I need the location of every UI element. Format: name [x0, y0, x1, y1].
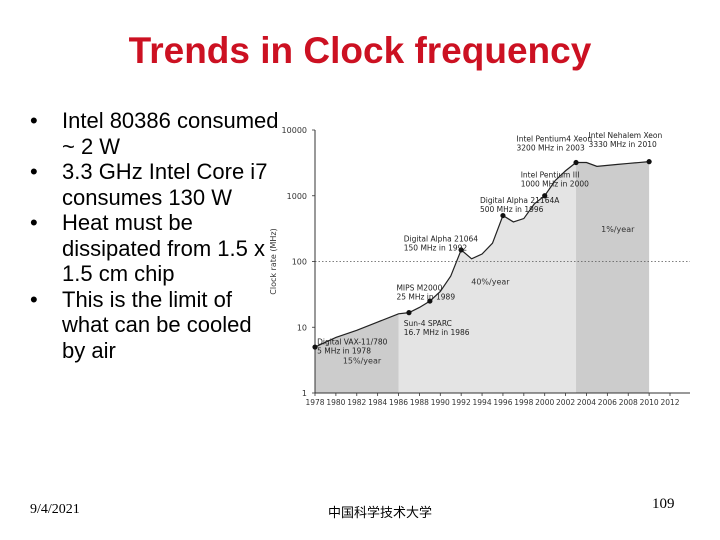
bullet-text: Intel 80386 consumed ~ 2 W [62, 108, 279, 159]
x-tick-label: 1996 [493, 398, 512, 407]
data-point [406, 310, 412, 316]
x-tick-label: 2002 [556, 398, 575, 407]
annotation-label: Digital VAX-11/780 [317, 337, 388, 346]
x-tick-label: 1994 [473, 398, 492, 407]
x-tick-label: 2004 [577, 398, 596, 407]
data-point [312, 344, 318, 350]
data-point [646, 159, 652, 165]
x-tick-label: 1978 [305, 398, 324, 407]
growth-region [315, 313, 399, 393]
x-tick-label: 1990 [431, 398, 450, 407]
annotation-label: MIPS M2000 [396, 284, 442, 293]
y-tick-label: 10000 [282, 126, 307, 135]
annotation-label: 5 MHz in 1978 [317, 346, 371, 355]
annotation-label: Intel Nehalem Xeon [589, 131, 663, 140]
growth-region [398, 162, 577, 393]
clock-rate-chart: 1 10 100 1000 10000 1978 1980 1982 1984 1986 1988 1… [265, 118, 705, 418]
annotation-label: 1000 MHz in 2000 [521, 179, 589, 188]
growth-rate-label: 40%/year [471, 277, 510, 286]
y-tick-label: 1 [302, 389, 307, 398]
growth-region [576, 161, 650, 393]
footer-date: 9/4/2021 [30, 502, 80, 517]
annotation-label: 25 MHz in 1989 [396, 293, 455, 302]
data-point [458, 247, 464, 253]
y-axis-label: Clock rate (MHz) [269, 228, 278, 294]
x-tick-label: 1992 [452, 398, 471, 407]
bullet-item: • Intel 80386 consumed ~ 2 W [30, 108, 280, 159]
x-tick-label: 1986 [389, 398, 408, 407]
y-tick-label: 100 [292, 258, 307, 267]
x-tick-label: 1998 [514, 398, 533, 407]
bullet-dot: • [30, 210, 38, 235]
annotation-label: 150 MHz in 1992 [404, 244, 468, 253]
bullet-text: 3.3 GHz Intel Core i7 consumes 130 W [62, 159, 268, 210]
y-tick-label: 1000 [287, 192, 307, 201]
data-point [500, 212, 506, 219]
page-number: 109 [652, 496, 675, 512]
bullet-dot: • [30, 286, 38, 312]
y-tick-label: 10 [297, 323, 307, 332]
x-tick-label: 2010 [640, 398, 659, 407]
bullet-text: This is the limit of what can be cooled … [62, 286, 252, 363]
annotation-label: 3330 MHz in 2010 [589, 140, 657, 149]
bullet-item: • 3.3 GHz Intel Core i7 consumes 130 W [30, 159, 280, 210]
x-tick-label: 2006 [598, 398, 617, 407]
data-point [573, 159, 579, 166]
x-tick-label: 1984 [368, 398, 387, 407]
annotation-label: Sun-4 SPARC [404, 319, 452, 328]
x-tick-label: 1988 [410, 398, 429, 407]
bullet-item: • This is the limit of what can be cooled… [30, 287, 280, 364]
annotation-label: Intel Pentium III [521, 170, 580, 179]
annotation-label: Digital Alpha 21164A [480, 196, 560, 205]
annotation-label: Intel Pentium4 Xeon [517, 134, 593, 143]
growth-rate-label: 1%/year [601, 225, 635, 234]
x-tick-label: 2008 [619, 398, 638, 407]
x-tick-label: 2012 [660, 398, 679, 407]
annotation-label: 16.7 MHz in 1986 [404, 328, 470, 337]
bullet-list: • Intel 80386 consumed ~ 2 W • 3.3 GHz Int… [30, 108, 280, 363]
bullet-dot: • [30, 108, 38, 133]
bullet-dot: • [30, 159, 38, 184]
slide-title: Trends in Clock frequency [128, 30, 592, 71]
bullet-text: Heat must be dissipated from 1.5 x 1.5 c… [62, 210, 265, 286]
x-tick-label: 1980 [326, 398, 345, 407]
annotation-label: Digital Alpha 21064 [404, 235, 479, 244]
growth-rate-label: 15%/year [343, 357, 382, 366]
footer-institution: 中国科学技术大学 [327, 506, 432, 521]
x-tick-label: 2000 [535, 398, 554, 407]
data-point [427, 298, 433, 304]
x-tick-label: 1982 [347, 398, 366, 407]
bullet-item: • Heat must be dissipated from 1.5 x 1.5 … [30, 210, 280, 287]
annotation-label: 3200 MHz in 2003 [517, 143, 585, 152]
annotation-label: 500 MHz in 1996 [480, 205, 544, 214]
data-point [542, 193, 548, 199]
